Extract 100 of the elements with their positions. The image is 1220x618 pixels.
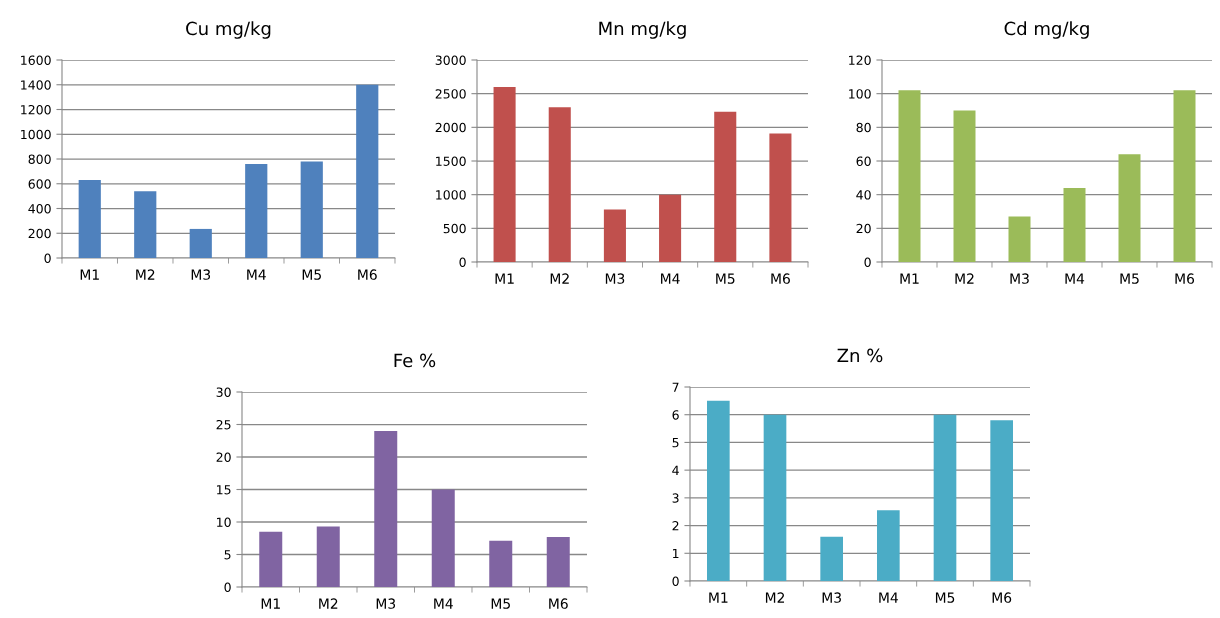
bar xyxy=(1118,154,1141,262)
x-tick-label: M1 xyxy=(709,592,728,603)
bar xyxy=(1008,216,1031,262)
y-tick-label: 1600 xyxy=(21,55,51,65)
bar xyxy=(489,540,513,587)
chart-title: Zn % xyxy=(837,348,883,363)
x-tick-label: M3 xyxy=(376,598,396,609)
bar xyxy=(763,414,787,581)
y-tick-label: 6 xyxy=(672,410,679,420)
bar xyxy=(374,431,398,587)
x-tick-label: M1 xyxy=(80,269,99,280)
x-tick-label: M2 xyxy=(955,273,974,284)
y-tick-label: 800 xyxy=(28,154,51,164)
bar xyxy=(245,163,268,258)
bar xyxy=(316,526,340,587)
y-tick-label: 600 xyxy=(28,179,51,189)
y-tick-label: 20 xyxy=(856,223,871,234)
x-tick-label: M6 xyxy=(992,592,1012,603)
y-tick-label: 15 xyxy=(217,485,231,495)
y-tick-label: 2000 xyxy=(435,122,466,133)
x-tick-label: M5 xyxy=(491,598,510,609)
x-tick-label: M4 xyxy=(661,273,680,284)
x-tick-label: M6 xyxy=(549,598,568,609)
x-tick-label: M1 xyxy=(495,273,514,284)
x-tick-label: M3 xyxy=(605,273,625,284)
bar xyxy=(546,536,570,587)
x-tick-label: M2 xyxy=(765,592,785,603)
bar xyxy=(259,531,283,587)
x-tick-label: M3 xyxy=(822,592,841,603)
bar xyxy=(820,536,843,581)
y-tick-label: 0 xyxy=(44,253,51,263)
bar xyxy=(603,209,626,262)
x-tick-label: M1 xyxy=(261,598,280,609)
bar xyxy=(1173,90,1196,262)
bar xyxy=(953,110,976,262)
bar xyxy=(707,400,730,581)
y-tick-label: 4 xyxy=(672,465,679,475)
x-tick-label: M2 xyxy=(136,269,155,280)
chart-title: Cd mg/kg xyxy=(1004,21,1089,39)
bar xyxy=(300,161,323,258)
y-tick-label: 3000 xyxy=(435,55,466,65)
y-tick-label: 40 xyxy=(856,190,871,200)
x-tick-label: M5 xyxy=(935,592,955,603)
y-tick-label: 2500 xyxy=(435,89,466,99)
y-tick-label: 80 xyxy=(856,122,871,133)
x-tick-label: M2 xyxy=(319,598,338,609)
y-tick-label: 7 xyxy=(672,382,679,392)
y-tick-label: 0 xyxy=(459,257,466,267)
x-tick-label: M5 xyxy=(716,273,735,284)
y-tick-label: 0 xyxy=(224,582,231,592)
x-tick-label: M5 xyxy=(1120,273,1139,284)
bar xyxy=(134,191,157,258)
y-tick-label: 20 xyxy=(216,452,231,462)
y-tick-label: 10 xyxy=(217,517,231,527)
bar xyxy=(898,90,921,262)
bar xyxy=(493,86,516,262)
y-tick-label: 1000 xyxy=(436,190,466,200)
y-tick-label: 1500 xyxy=(436,156,466,166)
y-tick-label: 1400 xyxy=(21,80,51,90)
y-tick-label: 3 xyxy=(672,493,679,503)
y-tick-label: 1200 xyxy=(21,104,51,115)
chart-title: Mn mg/kg xyxy=(599,21,686,39)
y-tick-label: 60 xyxy=(856,156,871,166)
x-tick-label: M6 xyxy=(358,269,377,280)
y-tick-label: 25 xyxy=(216,419,231,430)
x-tick-label: M1 xyxy=(900,273,919,284)
y-tick-label: 400 xyxy=(28,203,51,214)
bar xyxy=(548,107,571,262)
x-tick-label: M4 xyxy=(434,598,453,609)
x-tick-label: M4 xyxy=(247,269,266,280)
x-tick-label: M4 xyxy=(1065,273,1085,284)
bar xyxy=(431,489,455,587)
x-tick-label: M4 xyxy=(879,592,898,603)
bar xyxy=(78,180,101,258)
bar xyxy=(714,111,737,262)
x-tick-label: M6 xyxy=(1175,273,1195,284)
chart-title: Fe % xyxy=(394,353,436,368)
x-tick-label: M3 xyxy=(1010,273,1029,284)
bar xyxy=(769,133,792,262)
y-tick-label: 5 xyxy=(224,550,231,560)
chart-title: Cu mg/kg xyxy=(186,21,271,39)
y-tick-label: 500 xyxy=(443,223,466,234)
y-tick-label: 0 xyxy=(672,576,679,586)
x-tick-label: M5 xyxy=(302,269,321,280)
y-tick-label: 100 xyxy=(849,89,871,99)
bar xyxy=(189,228,212,258)
bar xyxy=(659,194,682,262)
y-tick-label: 2 xyxy=(672,521,679,531)
bar xyxy=(990,420,1013,581)
y-tick-label: 1000 xyxy=(21,129,51,140)
x-tick-label: M2 xyxy=(550,273,569,284)
bar xyxy=(933,414,957,581)
y-tick-label: 5 xyxy=(672,438,679,448)
y-tick-label: 30 xyxy=(216,387,231,397)
bar xyxy=(356,84,379,258)
bar xyxy=(877,510,900,581)
y-tick-label: 0 xyxy=(864,257,871,267)
x-tick-label: M6 xyxy=(771,273,790,284)
y-tick-label: 120 xyxy=(849,55,871,65)
x-tick-label: M3 xyxy=(191,269,211,280)
